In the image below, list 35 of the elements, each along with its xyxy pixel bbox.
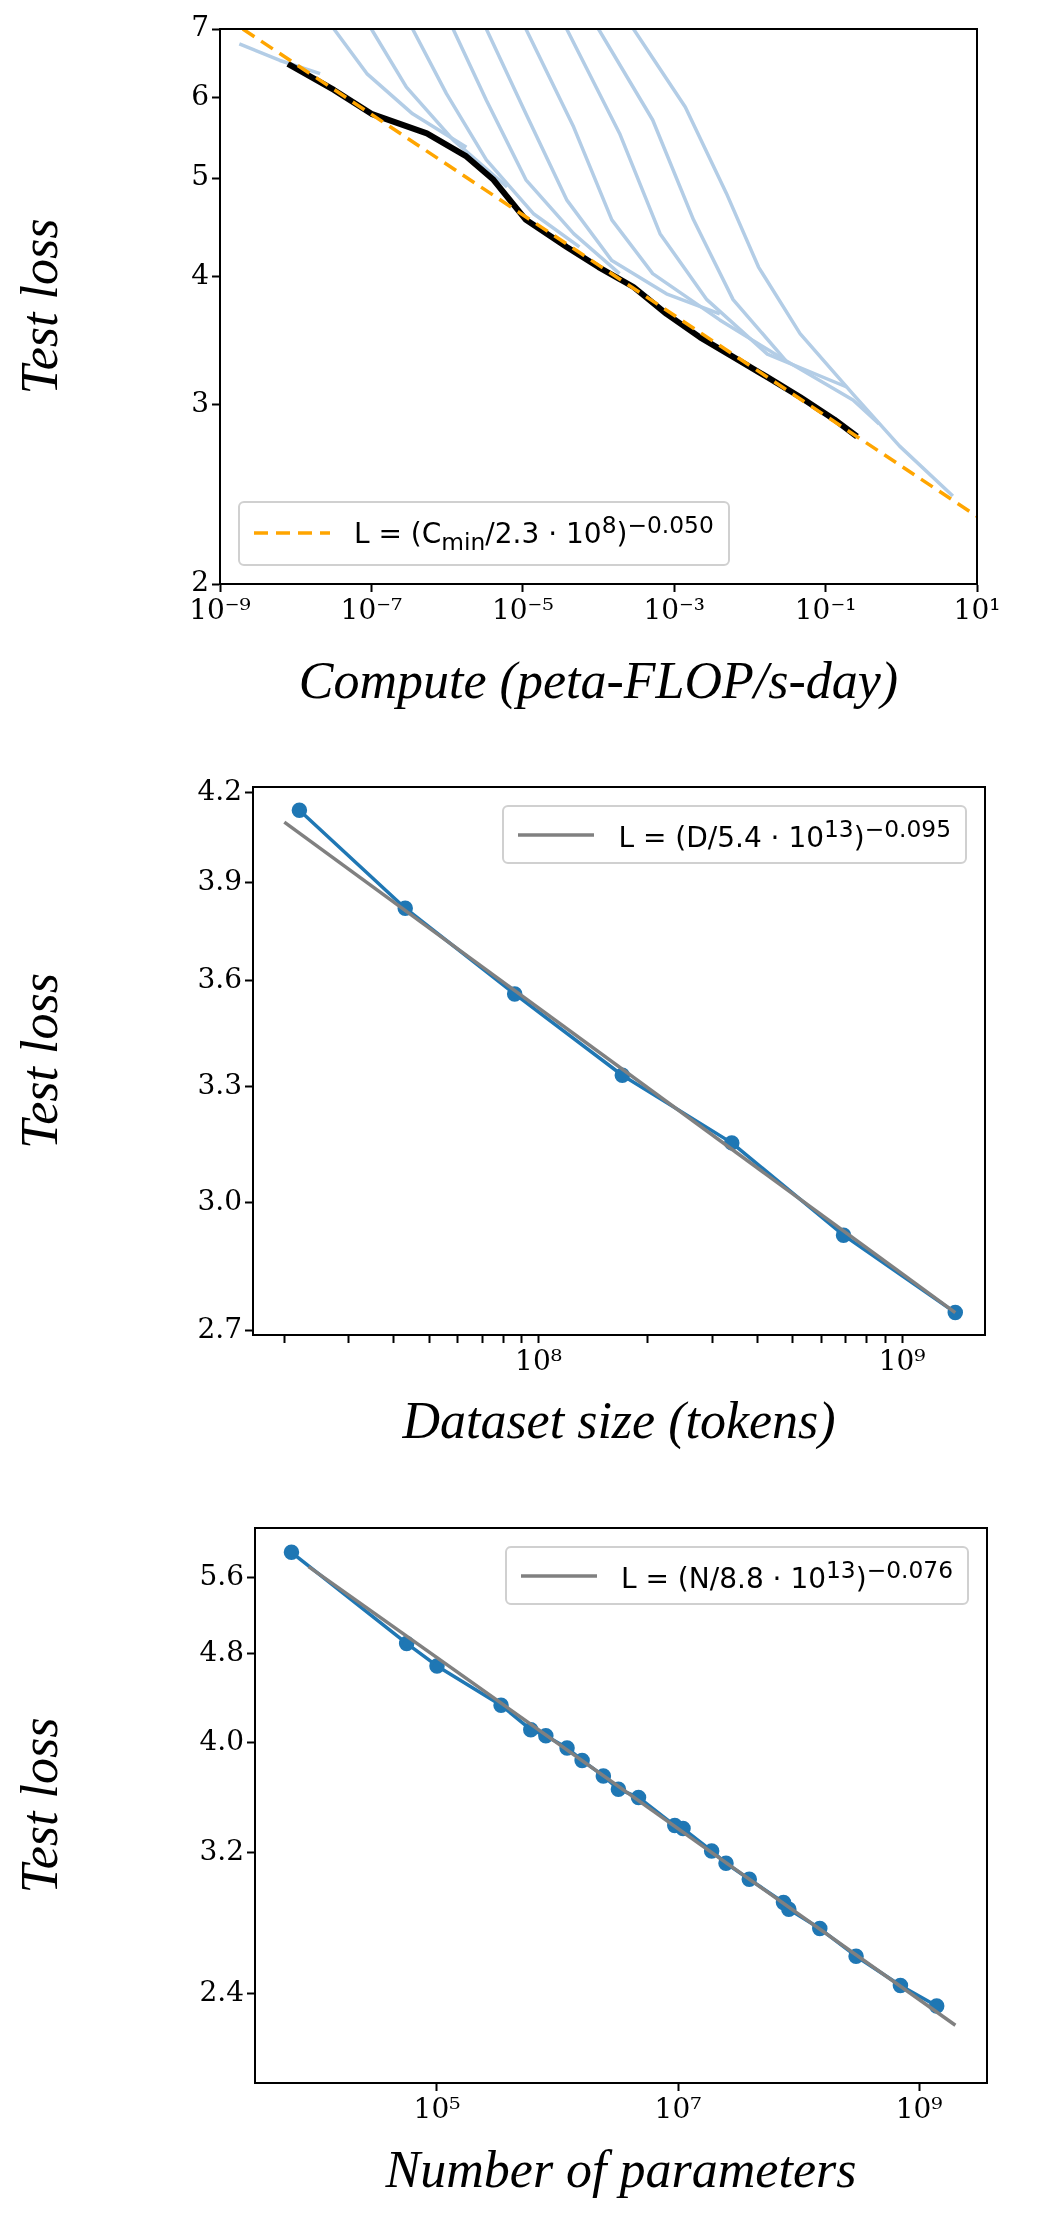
y-tick-label: 3.9 [197, 864, 242, 898]
y-tick-label: 4.8 [199, 1634, 244, 1668]
legend-label: L = (N/8.8 · 10$^{13}$)$^{−0.076}$ [621, 1556, 953, 1596]
legend-label: L = (C$_{min}$/2.3 · 10$^{8}$)$^{−0.050}$ [354, 511, 714, 556]
y-tick-label: 5.6 [199, 1559, 244, 1593]
x-axis-title: Compute (peta-FLOP/s-day) [298, 652, 899, 711]
y-axis-title: Test loss [10, 218, 68, 395]
x-tick-label: 10¹ [953, 593, 1001, 627]
y-axis-title: Test loss [10, 973, 68, 1149]
y-tick-label: 3.2 [199, 1833, 244, 1867]
x-tick-label: 10⁻⁵ [491, 593, 554, 627]
y-tick-label: 3.0 [197, 1183, 242, 1217]
x-tick-label: 10⁸ [515, 1344, 562, 1378]
y-tick-label: 4.2 [197, 774, 242, 808]
y-tick-label: 7 [191, 10, 209, 44]
x-tick-label: 10⁷ [654, 2092, 702, 2126]
x-tick-label: 10⁹ [895, 2092, 943, 2126]
y-tick-label: 3.6 [197, 961, 242, 995]
x-tick-label: 10⁻¹ [794, 593, 857, 627]
y-tick-label: 6 [191, 78, 209, 112]
y-axis-title: Test loss [10, 1717, 68, 1894]
y-tick-label: 4 [191, 258, 209, 292]
y-tick-label: 3 [191, 385, 209, 419]
x-axis-title: Number of parameters [384, 2141, 857, 2199]
x-tick-label: 10⁵ [413, 2092, 461, 2126]
y-tick-label: 5 [191, 159, 209, 193]
y-tick-label: 4.0 [199, 1724, 244, 1758]
x-tick-label: 10⁻⁷ [340, 593, 403, 627]
x-axis-title: Dataset size (tokens) [401, 1392, 836, 1451]
x-tick-label: 10⁹ [878, 1344, 926, 1378]
legend-label: L = (D/5.4 · 10$^{13}$)$^{−0.095}$ [618, 815, 951, 855]
y-tick-label: 3.3 [197, 1067, 242, 1101]
x-tick-label: 10⁻³ [643, 593, 706, 627]
y-tick-label: 2.4 [199, 1974, 244, 2008]
y-tick-label: 2.7 [197, 1311, 242, 1345]
